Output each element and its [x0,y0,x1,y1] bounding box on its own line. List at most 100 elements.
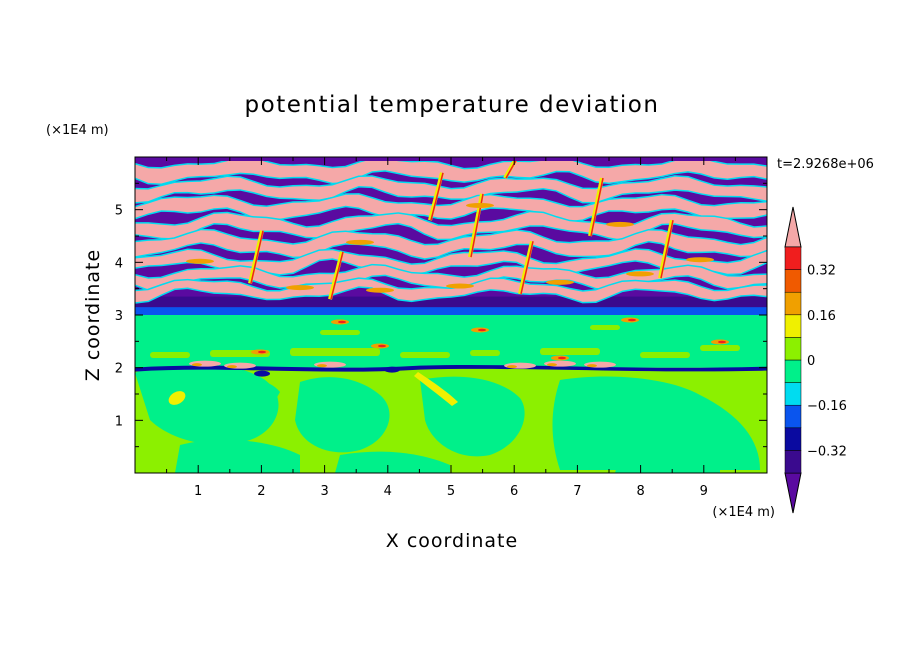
middle-warm-core [338,320,346,324]
band-warm-edge [346,239,374,245]
band-streak [328,251,344,300]
band-streak [428,172,444,221]
band-streak [248,230,264,284]
lower-blob [175,439,300,473]
x-tick-label: 2 [257,484,265,499]
colorbar-segment [784,291,802,316]
lower-blob [335,451,450,473]
inversion-warm-edge [547,363,557,367]
inversion-warm-edge [587,364,597,368]
colorbar-segment [784,404,802,429]
middle-patch [540,348,600,355]
y-tick-label: 3 [115,309,123,324]
x-tick-label: 8 [636,484,644,499]
middle-patch [590,325,620,330]
upper-transition-navy [135,296,767,308]
middle-warm-core [258,350,266,354]
colorbar-tick-label: 0 [807,354,815,369]
colorbar-over [784,206,802,248]
lower-blob [295,377,390,453]
lower-blob [615,451,720,473]
warm-band [135,194,767,221]
contour-field [135,157,767,473]
x-tick-label: 4 [384,484,392,499]
band-streak [518,240,534,295]
band-warm-edge [606,221,634,227]
warm-band [135,212,767,240]
middle-patch [400,352,450,358]
band-warm-edge [686,257,714,263]
y-axis: 1 2 3 4 5 [115,182,767,448]
y-tick-label: 2 [115,362,123,377]
band-warm-edge [446,283,474,289]
band-warm-edge [366,287,394,293]
x-axis-unit: (×1E4 m) [712,505,775,520]
warm-band [135,265,767,290]
warm-band [135,157,767,184]
inversion-warm-edge [317,364,327,368]
band-streak-core [250,230,264,284]
middle-warm-core [558,356,566,360]
inversion-warm-edge [227,365,237,369]
colorbar-tick-label: −0.16 [807,399,847,414]
y-axis-unit: (×1E4 m) [46,123,109,138]
colorbar-segment [784,359,802,383]
colorbar: 0.32 0.16 0 −0.16 −0.32 [784,206,847,514]
lower-blob [552,376,760,470]
colorbar-segment [784,427,802,451]
lower-warm-streak [414,372,458,406]
colorbar-tick-label: 0.32 [807,264,836,279]
band-streak-core [660,220,674,279]
band-warm-edge [186,258,214,264]
band-warm-edge [546,279,574,285]
colorbar-tick-label: −0.32 [807,444,847,459]
warm-band [135,230,767,259]
upper-transition-blue [135,307,767,315]
inversion-cold-spot [254,370,270,377]
middle-layer [135,315,767,368]
colorbar-segment [784,246,802,270]
warm-band [135,176,767,203]
x-axis: 1 2 3 4 5 6 7 8 9 [166,157,736,499]
colorbar-tick-label: 0.16 [807,309,836,324]
middle-warm-core [378,344,386,348]
warm-band [135,278,767,303]
middle-patch [700,345,740,351]
colorbar-segment [784,269,802,293]
band-warm-edge [466,202,494,208]
x-tick-label: 6 [510,484,518,499]
chart-title: potential temperature deviation [245,92,660,118]
middle-warm-core [718,340,726,344]
middle-warm-core [628,318,636,322]
y-tick-label: 1 [115,414,123,429]
inversion-warm-edge [507,365,517,369]
inversion-band [135,364,767,372]
lower-warm-spot [168,391,186,405]
lower-blob [135,361,279,445]
middle-patch [320,330,360,335]
band-streak-core [430,172,444,221]
x-tick-label: 1 [194,484,202,499]
colorbar-under [784,472,802,514]
middle-patch [150,352,190,358]
band-streak-core [520,241,534,295]
middle-patch [290,348,380,356]
colorbar-segment [784,314,802,338]
band-warm-edge [626,271,654,277]
band-streak-core [330,251,344,300]
lower-blob [240,380,280,410]
band-streak [588,177,604,237]
y-tick-label: 4 [115,256,123,271]
band-warm-edge [286,285,314,291]
middle-patch [640,352,690,358]
middle-warm-core [478,328,486,332]
x-axis-label: X coordinate [386,530,518,552]
x-tick-label: 3 [320,484,328,499]
y-tick-label: 5 [115,204,123,219]
x-tick-label: 9 [700,484,708,499]
x-tick-label: 5 [447,484,455,499]
colorbar-segment [784,382,802,406]
colorbar-segment [784,337,802,361]
band-streak [658,219,674,279]
